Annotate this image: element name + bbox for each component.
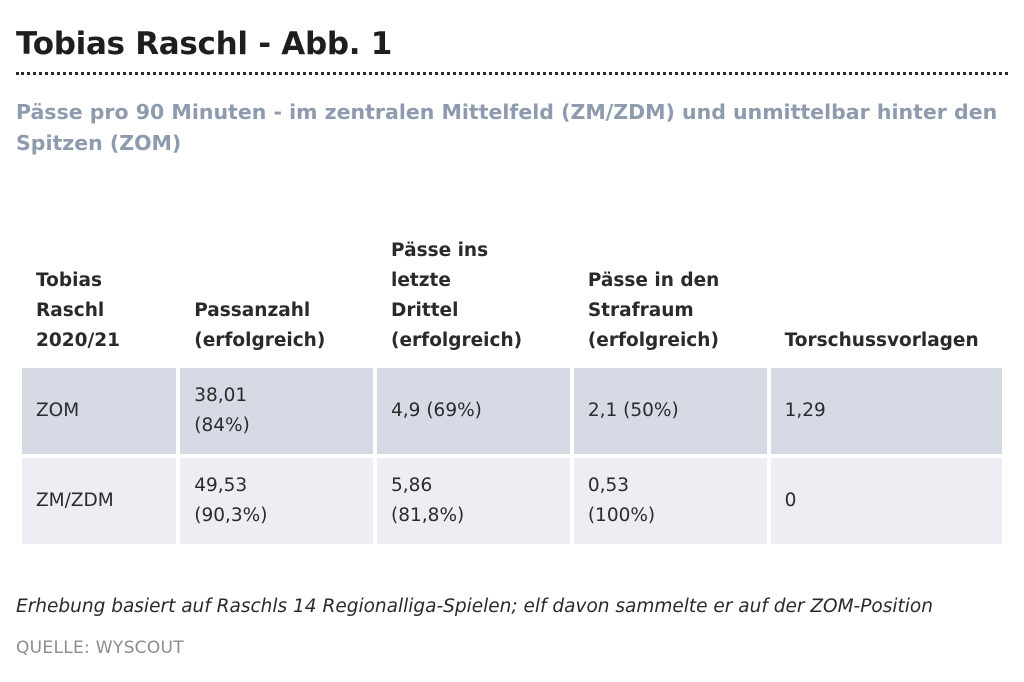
table-cell-box-passes: 0,53 (100%) (573, 458, 767, 544)
footnote: Erhebung basiert auf Raschls 14 Regional… (16, 596, 933, 617)
page-title: Tobias Raschl - Abb. 1 (16, 26, 392, 62)
subtitle: Pässe pro 90 Minuten - im zentralen Mitt… (16, 100, 998, 155)
source-credit: QUELLE: WYSCOUT (16, 638, 184, 658)
table-cell-final-third: 5,86 (81,8%) (377, 458, 570, 544)
header-pass-count: Passanzahl (erfolgreich) (194, 300, 326, 351)
dotted-divider (16, 72, 1008, 75)
table-cell-key-passes: 0 (770, 458, 1002, 544)
header-player-season: Tobias Raschl 2020/21 (36, 270, 120, 351)
table-cell-box-passes: 2,1 (50%) (573, 368, 767, 454)
table-row: ZOM 38,01 (84%) 4,9 (69%) 2,1 (50%) 1,29 (22, 368, 1002, 454)
table-cell-final-third: 4,9 (69%) (377, 368, 570, 454)
stats-table: Tobias Raschl 2020/21 Passanzahl (erfolg… (18, 232, 1006, 548)
table-cell-position: ZM/ZDM (22, 458, 177, 544)
header-key-passes: Torschussvorlagen (784, 330, 979, 351)
table-row: ZM/ZDM 49,53 (90,3%) 5,86 (81,8%) 0,53 (… (22, 458, 1002, 544)
table-cell-pass-count: 38,01 (84%) (180, 368, 374, 454)
header-box-passes: Pässe in den Strafraum (erfolgreich) (587, 270, 720, 351)
table-header-row: Tobias Raschl 2020/21 Passanzahl (erfolg… (22, 236, 1002, 364)
header-final-third-passes: Pässe ins letzte Drittel (erfolgreich) (391, 240, 523, 351)
table-cell-key-passes: 1,29 (770, 368, 1002, 454)
table-cell-pass-count: 49,53 (90,3%) (180, 458, 374, 544)
table-cell-position: ZOM (22, 368, 177, 454)
